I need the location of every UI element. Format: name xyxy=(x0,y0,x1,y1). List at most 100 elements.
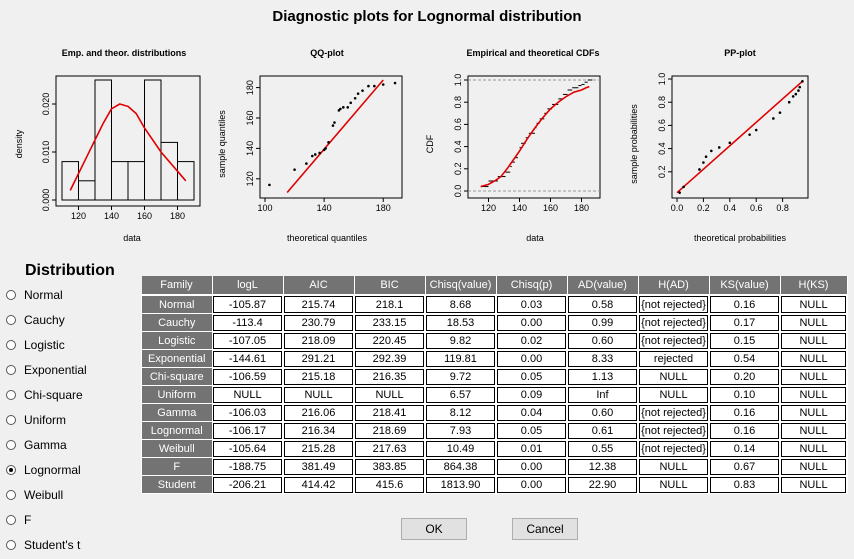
data-point xyxy=(318,151,321,155)
data-point xyxy=(349,101,353,105)
radio-gamma[interactable]: Gamma xyxy=(6,436,67,454)
table-cell: 0.58 xyxy=(566,294,639,314)
radio-circle-icon[interactable] xyxy=(6,365,16,375)
radio-circle-icon[interactable] xyxy=(6,315,16,325)
table-cell: 215.28 xyxy=(282,439,355,458)
table-row: Logistic -107.05 218.09 220.45 9.82 0.02 0.60{… xyxy=(141,331,848,350)
column-header: H(AD) xyxy=(638,276,710,296)
radio-circle-icon[interactable] xyxy=(6,390,16,400)
table-cell: NULL xyxy=(637,475,710,494)
y-tick-label: 0.4 xyxy=(657,142,667,155)
table-cell: 0.60 xyxy=(566,331,639,350)
radio-circle-icon[interactable] xyxy=(6,490,16,500)
table-cell: NULL xyxy=(779,421,848,440)
data-point xyxy=(342,106,345,109)
data-point xyxy=(794,92,798,96)
table-cell: -188.75 xyxy=(211,457,284,476)
table-row: Exponential -144.61 291.21 292.39 119.81 0.00… xyxy=(141,349,848,368)
table-cell: 0.16 xyxy=(708,294,781,314)
radio-label: Chi-square xyxy=(24,388,83,402)
y-tick-label: 0.2 xyxy=(657,166,667,179)
table-row: F -188.75 381.49 383.85 864.38 0.00 12.38 NULL 0… xyxy=(141,457,848,476)
radio-logistic[interactable]: Logistic xyxy=(6,336,65,354)
data-point xyxy=(787,100,791,104)
data-point xyxy=(778,111,782,114)
table-cell: 9.72 xyxy=(424,367,497,386)
row-label: Cauchy xyxy=(141,313,213,332)
table-cell: NULL xyxy=(779,385,848,404)
data-point xyxy=(373,84,376,88)
table-cell: 414.42 xyxy=(282,475,355,494)
cancel-button[interactable]: Cancel xyxy=(512,518,578,540)
ok-button[interactable]: OK xyxy=(401,518,467,540)
table-cell: 0.10 xyxy=(708,385,781,404)
data-point xyxy=(339,107,342,111)
table-cell: NULL xyxy=(779,475,848,494)
table-body: Normal -105.87 215.74 218.1 8.68 0.03 0.58 {not… xyxy=(141,294,848,494)
column-header: Chisq(value) xyxy=(425,276,497,296)
x-tick-label: 0.6 xyxy=(750,203,763,213)
table-cell: NULL xyxy=(779,331,848,350)
radio-label: Normal xyxy=(24,288,63,302)
table-row: Student -206.21 414.42 415.6 1813.90 0.00 22.9… xyxy=(141,475,848,494)
plot1-title: Emp. and theor. distributions xyxy=(62,48,187,58)
table-cell: 233.15 xyxy=(353,313,426,332)
x-tick-label: 0.4 xyxy=(724,203,737,213)
radio-f[interactable]: F xyxy=(6,511,31,529)
x-tick-label: 180 xyxy=(376,203,391,213)
table-row: Chi-square -106.59 215.18 216.35 9.72 0.05 1.1… xyxy=(141,367,848,386)
table-cell: NULL xyxy=(211,385,284,404)
cdf-svg: Empirical and theoretical CDFs data CDF … xyxy=(425,48,601,243)
radio-circle-icon[interactable] xyxy=(6,415,16,425)
data-point xyxy=(797,89,800,92)
radio-label: Logistic xyxy=(24,338,65,352)
table-cell: 8.12 xyxy=(424,403,497,422)
data-point xyxy=(791,95,795,98)
radio-circle-icon[interactable] xyxy=(6,465,16,475)
table-row: Normal -105.87 215.74 218.1 8.68 0.03 0.58 {not… xyxy=(141,294,848,314)
radio-uniform[interactable]: Uniform xyxy=(6,411,66,429)
histogram-bar xyxy=(144,79,162,201)
y-tick-label: 0.6 xyxy=(453,118,463,131)
radio-exponential[interactable]: Exponential xyxy=(6,361,87,379)
radio-normal[interactable]: Normal xyxy=(6,286,63,304)
radio-cauchy[interactable]: Cauchy xyxy=(6,311,65,329)
row-label: F xyxy=(141,457,213,476)
table-cell: 0.15 xyxy=(708,331,781,350)
radio-circle-icon[interactable] xyxy=(6,290,16,300)
table-cell: NULL xyxy=(779,403,848,422)
table-cell: 7.93 xyxy=(424,421,497,440)
data-point xyxy=(268,183,271,187)
table-cell: 6.57 xyxy=(424,385,497,404)
radio-circle-icon[interactable] xyxy=(6,540,16,550)
table-cell: 217.63 xyxy=(353,439,426,458)
radio-circle-icon[interactable] xyxy=(6,340,16,350)
data-point xyxy=(801,80,804,83)
radio-student-s-t[interactable]: Student's t xyxy=(6,536,80,554)
data-point xyxy=(310,154,314,158)
radio-circle-icon[interactable] xyxy=(6,440,16,450)
radio-weibull[interactable]: Weibull xyxy=(6,486,63,504)
column-header: AIC xyxy=(283,276,355,296)
data-point xyxy=(772,117,775,120)
radio-circle-icon[interactable] xyxy=(6,515,16,525)
plot2-title: QQ-plot xyxy=(310,48,344,58)
table-cell: NULL xyxy=(282,385,355,404)
data-point xyxy=(327,141,330,144)
table-cell: rejected xyxy=(637,349,710,368)
data-point xyxy=(313,153,317,156)
row-label: Lognormal xyxy=(141,421,213,440)
histogram-bar xyxy=(78,180,96,201)
table-cell: 0.55 xyxy=(566,439,639,458)
table-row: Uniform NULL NULL NULL 6.57 0.09 Inf NULL 0.10 NU… xyxy=(141,385,848,404)
table-cell: 216.06 xyxy=(282,403,355,422)
radio-lognormal[interactable]: Lognormal xyxy=(6,461,81,479)
table-cell: 292.39 xyxy=(353,349,426,368)
radio-chi-square[interactable]: Chi-square xyxy=(6,386,83,404)
table-cell: 9.82 xyxy=(424,331,497,350)
table-cell: NULL xyxy=(637,367,710,386)
table-cell: NULL xyxy=(637,457,710,476)
table-cell: 0.00 xyxy=(495,475,568,494)
table-header-row: Family logL AIC BIC Chisq(value) Chisq(p) AD(v… xyxy=(141,276,848,296)
qq-svg: QQ-plot theoretical quantiles sample qua… xyxy=(217,48,403,243)
